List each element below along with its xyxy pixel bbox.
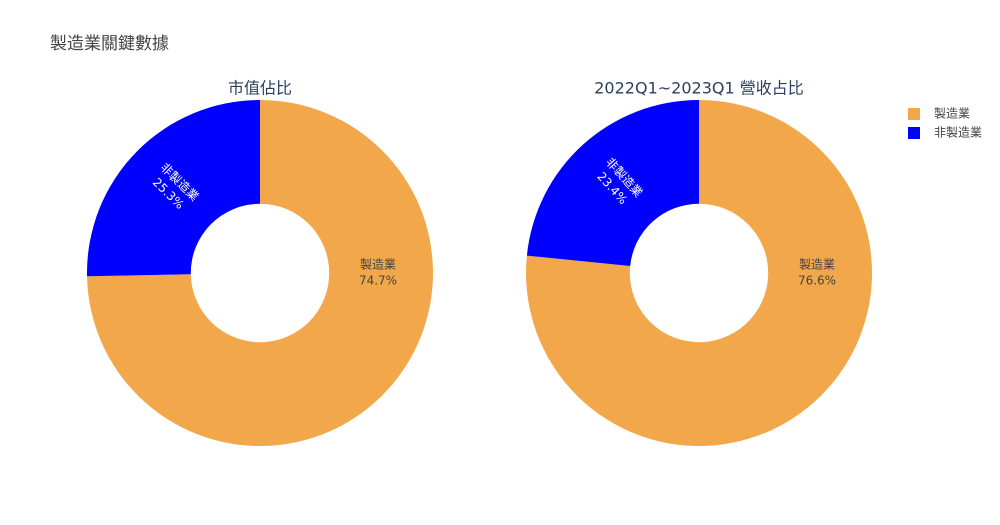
subplot-title: 市值佔比 [228, 79, 292, 98]
pie-slice [526, 100, 699, 267]
chart-title: 製造業關鍵數據 [50, 34, 169, 54]
legend-label: 非製造業 [934, 126, 982, 140]
pie-slice [87, 100, 433, 446]
pie-slice [526, 100, 872, 446]
slice-label: 製造業 76.6% [798, 258, 836, 288]
subplot-title: 2022Q1~2023Q1 營收占比 [594, 79, 803, 98]
slice-label-name: 製造業 [360, 258, 396, 272]
slice-label: 製造業 74.7% [359, 258, 397, 288]
legend-swatch [908, 108, 920, 120]
legend-swatch [908, 127, 920, 139]
legend-label: 製造業 [934, 107, 970, 121]
slice-label-value: 76.6% [798, 274, 836, 288]
slice-label-value: 74.7% [359, 274, 397, 288]
pie-slice [87, 100, 260, 277]
slice-label-name: 製造業 [799, 258, 835, 272]
